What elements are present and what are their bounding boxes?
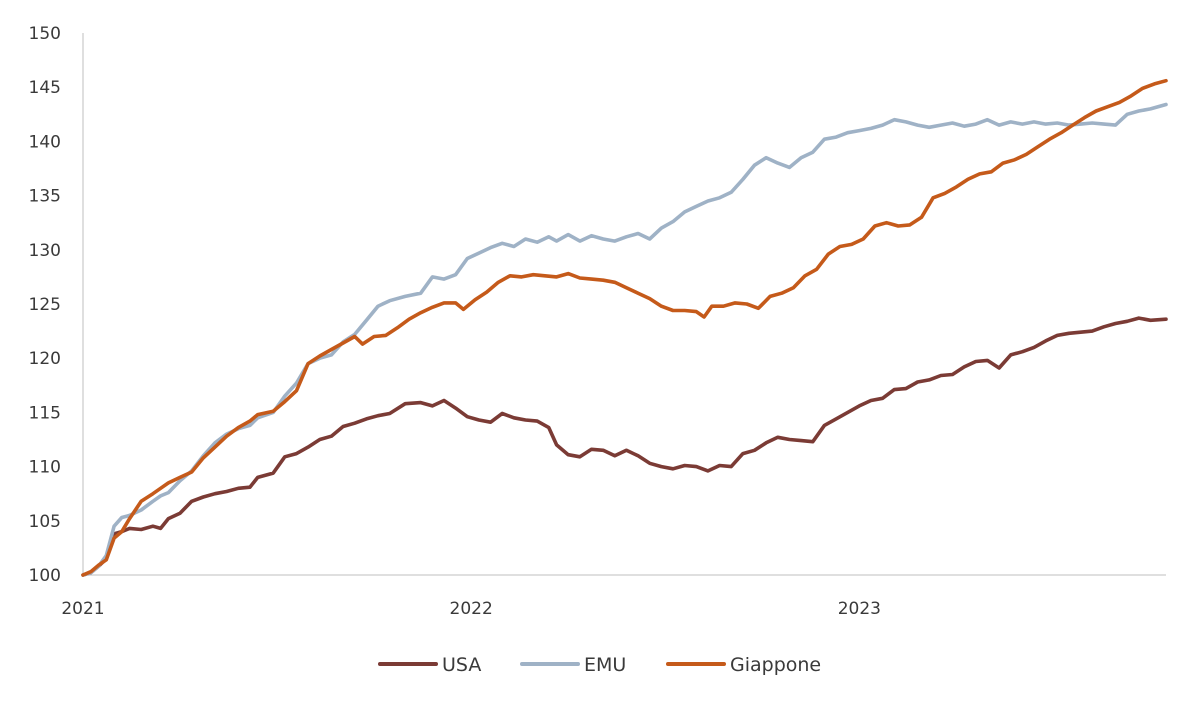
- x-tick-label-2022: 2022: [450, 599, 493, 619]
- x-tick-label-2021: 2021: [61, 599, 104, 619]
- y-tick-label-145: 145: [29, 78, 61, 98]
- y-tick-label-150: 150: [29, 24, 61, 44]
- legend-label-usa: USA: [442, 654, 481, 676]
- series-line-giappone: [81, 78, 1168, 577]
- y-axis-tick-labels: 100 105 110 115 120 125 130 135 140 145 150: [29, 24, 61, 586]
- series-line-usa: [81, 316, 1168, 577]
- x-axis-tick-labels: 2021 2022 2023: [61, 599, 881, 619]
- legend-label-giappone: Giappone: [730, 654, 821, 676]
- y-tick-label-115: 115: [29, 403, 61, 423]
- y-tick-label-105: 105: [29, 512, 61, 532]
- y-tick-label-135: 135: [29, 187, 61, 207]
- y-tick-label-110: 110: [29, 458, 61, 478]
- legend-label-emu: EMU: [584, 654, 626, 676]
- y-tick-label-140: 140: [29, 132, 61, 152]
- x-tick-label-2023: 2023: [838, 599, 881, 619]
- y-tick-label-130: 130: [29, 241, 61, 261]
- y-tick-label-125: 125: [29, 295, 61, 315]
- y-tick-label-100: 100: [29, 566, 61, 586]
- y-tick-label-120: 120: [29, 349, 61, 369]
- legend: USA EMU Giappone: [378, 654, 821, 676]
- series-lines: [81, 78, 1168, 577]
- series-line-emu: [81, 102, 1168, 577]
